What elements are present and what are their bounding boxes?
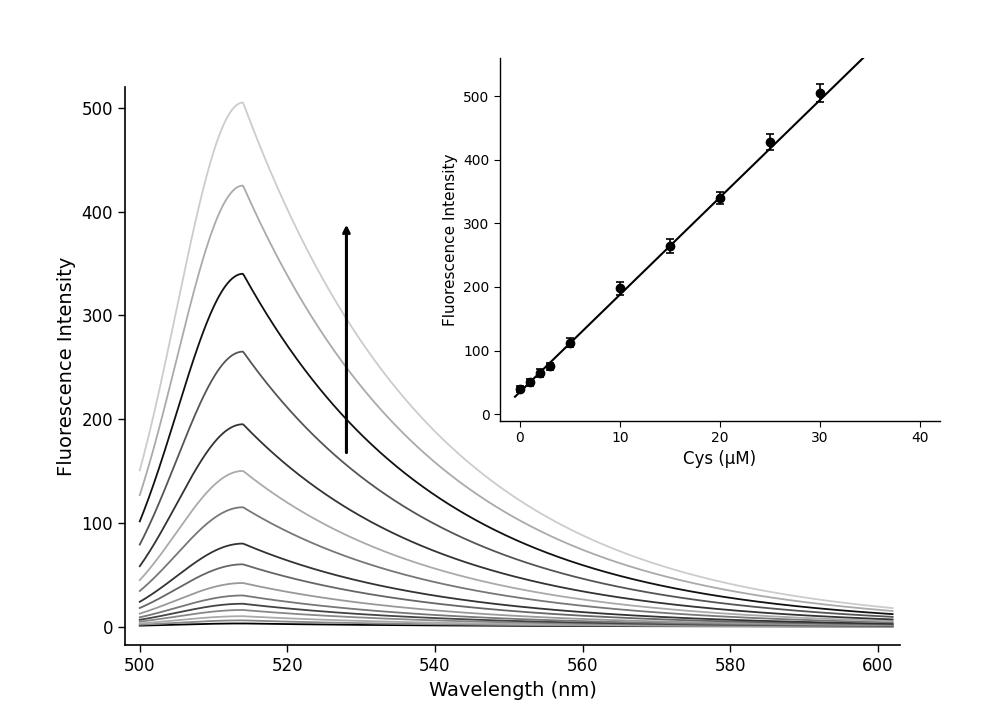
Y-axis label: Fluorescence Intensity: Fluorescence Intensity [57, 257, 76, 476]
X-axis label: Wavelength (nm): Wavelength (nm) [429, 681, 596, 700]
Y-axis label: Fluorescence Intensity: Fluorescence Intensity [443, 153, 458, 326]
X-axis label: Cys (μM): Cys (μM) [683, 450, 757, 468]
